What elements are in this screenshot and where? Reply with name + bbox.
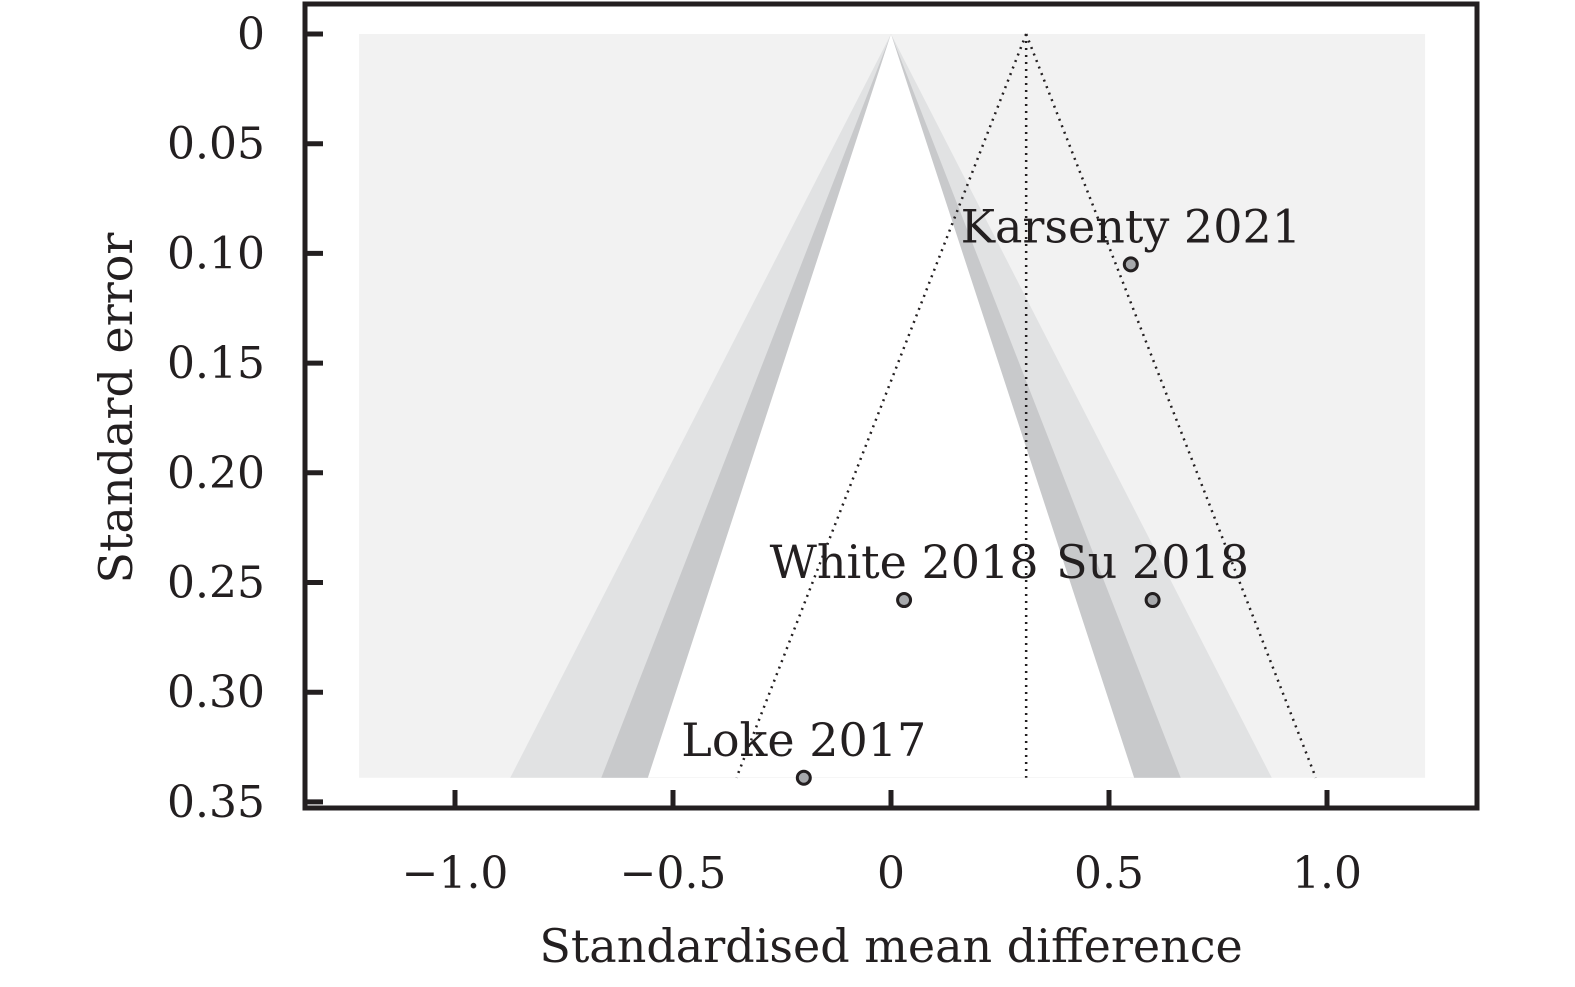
study-label: White 2018 [770,535,1039,589]
x-tick-label: −0.5 [620,848,727,899]
contour-p10 [647,34,1135,778]
study-point [1144,592,1161,609]
x-axis-title: Standardised mean difference [539,919,1242,973]
y-axis-title: Standard error [89,233,143,584]
x-tick-label: 0 [877,848,905,899]
y-tick-label: 0.10 [167,228,265,279]
pseudo-ci-left-line [735,33,1028,779]
y-axis: 0 0.05 0.10 0.15 0.20 0.25 0.30 0.35 [167,9,323,828]
study-label: Loke 2017 [681,713,926,767]
significance-contour-regions [359,34,1426,778]
pseudo-ci-right-line [1024,33,1318,779]
y-tick-label: 0.20 [167,448,265,499]
y-tick-label: 0.05 [167,119,265,170]
study-label: Su 2018 [1056,535,1249,589]
y-tick-label: 0.35 [167,777,265,828]
study-point [896,592,913,609]
x-tick-label: 1.0 [1292,848,1362,899]
study-point [1122,256,1139,273]
x-tick-label: 0.5 [1074,848,1144,899]
x-axis: −1.0 −0.5 0 0.5 1.0 [402,790,1362,899]
x-tick-label: −1.0 [402,848,509,899]
study-points: Karsenty 2021 White 2018 Su 2018 Loke 2017 [681,199,1301,786]
study-point [795,769,812,786]
y-tick-label: 0.15 [167,338,265,389]
study-label: Karsenty 2021 [961,199,1301,253]
pooled-estimate-lines [735,33,1318,779]
y-tick-label: 0 [237,9,265,60]
y-tick-label: 0.30 [167,667,265,718]
y-tick-label: 0.25 [167,558,265,609]
